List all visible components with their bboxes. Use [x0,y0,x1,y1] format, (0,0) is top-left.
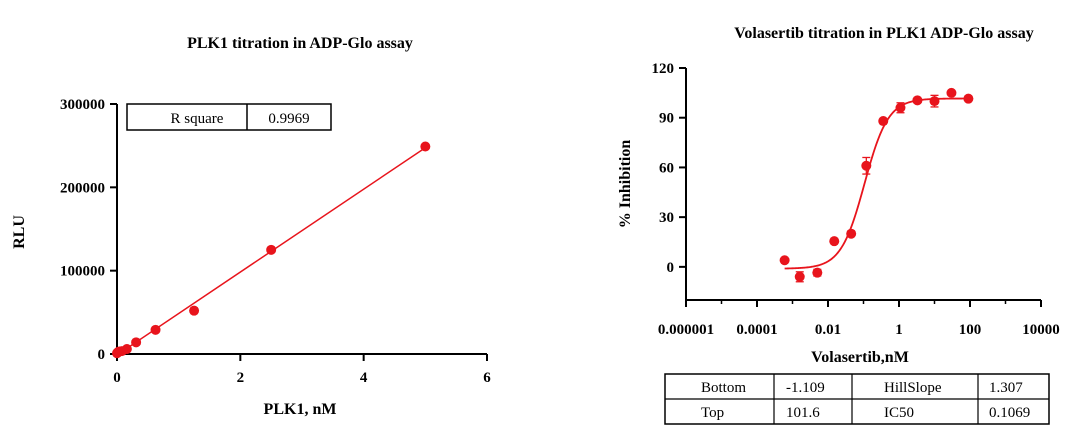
chart2-data-point [779,255,790,266]
chart1-data-point [420,141,431,152]
chart2-stats-label-hillslope: HillSlope [884,380,942,396]
chart1-y-axis-label: RLU [11,215,28,249]
chart1-stats-table-border [126,103,332,131]
chart1-y-tick-label: 0 [98,347,106,363]
chart2-stats-label-top: Top [701,405,724,421]
chart1-x-tick-label: 6 [483,370,491,386]
chart2-x-tick-label: 10000 [1022,322,1060,338]
chart2-data-point [846,228,857,239]
chart2-stats-value-ic50: 0.1069 [989,405,1030,421]
chart2-title: Volasertib titration in PLK1 ADP-Glo ass… [734,25,1033,42]
chart2-data-point [829,236,840,247]
chart1-x-tick-label: 4 [360,370,368,386]
chart2-data-point [963,93,974,104]
chart2-y-tick-label: 30 [659,210,674,226]
chart2-fit-curve [784,97,971,270]
chart2-data-point [946,87,957,98]
chart1-data-point [131,337,142,348]
chart2-stats-label-bottom: Bottom [701,380,746,396]
chart2-y-tick-label: 120 [652,61,675,77]
chart2-x-tick-label: 100 [959,322,982,338]
chart2-stats-value-top: 101.6 [786,405,820,421]
chart1-data-point [189,305,200,316]
chart2-data-point [878,116,889,127]
chart1-x-tick-label: 0 [113,370,121,386]
chart1-stats-label-r-square: R square [171,111,224,127]
chart2-data-point [929,96,940,107]
chart2-stats-table: Bottom -1.109 HillSlope 1.307 Top 101.6 … [664,373,1050,425]
chart2-y-tick-label: 90 [659,111,674,127]
chart2-data-point [912,95,923,106]
chart2-data-point [861,160,872,171]
chart2-data-point [895,102,906,113]
chart1-y-tick-label: 300000 [60,97,105,113]
chart2-x-tick-label: 0.000001 [658,322,714,338]
chart2-y-tick-label: 60 [659,160,674,176]
chart2-data-point [794,271,805,282]
chart1-data-point [150,324,161,335]
chart1-x-axis-label: PLK1, nM [264,401,337,418]
chart2-y-axis-label: % Inhibition [617,140,634,229]
chart2-stats-label-ic50: IC50 [884,405,914,421]
chart2-x-tick-label: 1 [895,322,903,338]
chart2-x-axis-label: Volasertib,nM [811,349,909,366]
chart1-y-tick-label: 200000 [60,180,105,196]
chart2-data-point [812,267,823,278]
plk1-titration-chart: PLK1 titration in ADP-Glo assay PLK1, nM… [11,35,491,418]
chart1-x-tick-label: 2 [237,370,245,386]
chart1-y-tick-label: 100000 [60,264,105,280]
chart1-stats-table: R square 0.9969 [126,103,332,131]
chart2-y-tick-label: 0 [667,260,675,276]
chart2-stats-value-hillslope: 1.307 [989,380,1023,396]
chart1-data-point [121,344,132,354]
chart1-title: PLK1 titration in ADP-Glo assay [187,35,413,52]
chart2-stats-value-bottom: -1.109 [786,380,825,396]
chart1-data-point [266,244,277,255]
chart1-stats-value-r-square: 0.9969 [268,111,309,127]
volasertib-titration-chart: Volasertib titration in PLK1 ADP-Glo ass… [617,25,1060,425]
chart2-x-tick-label: 0.01 [815,322,841,338]
chart2-x-tick-label: 0.0001 [736,322,777,338]
